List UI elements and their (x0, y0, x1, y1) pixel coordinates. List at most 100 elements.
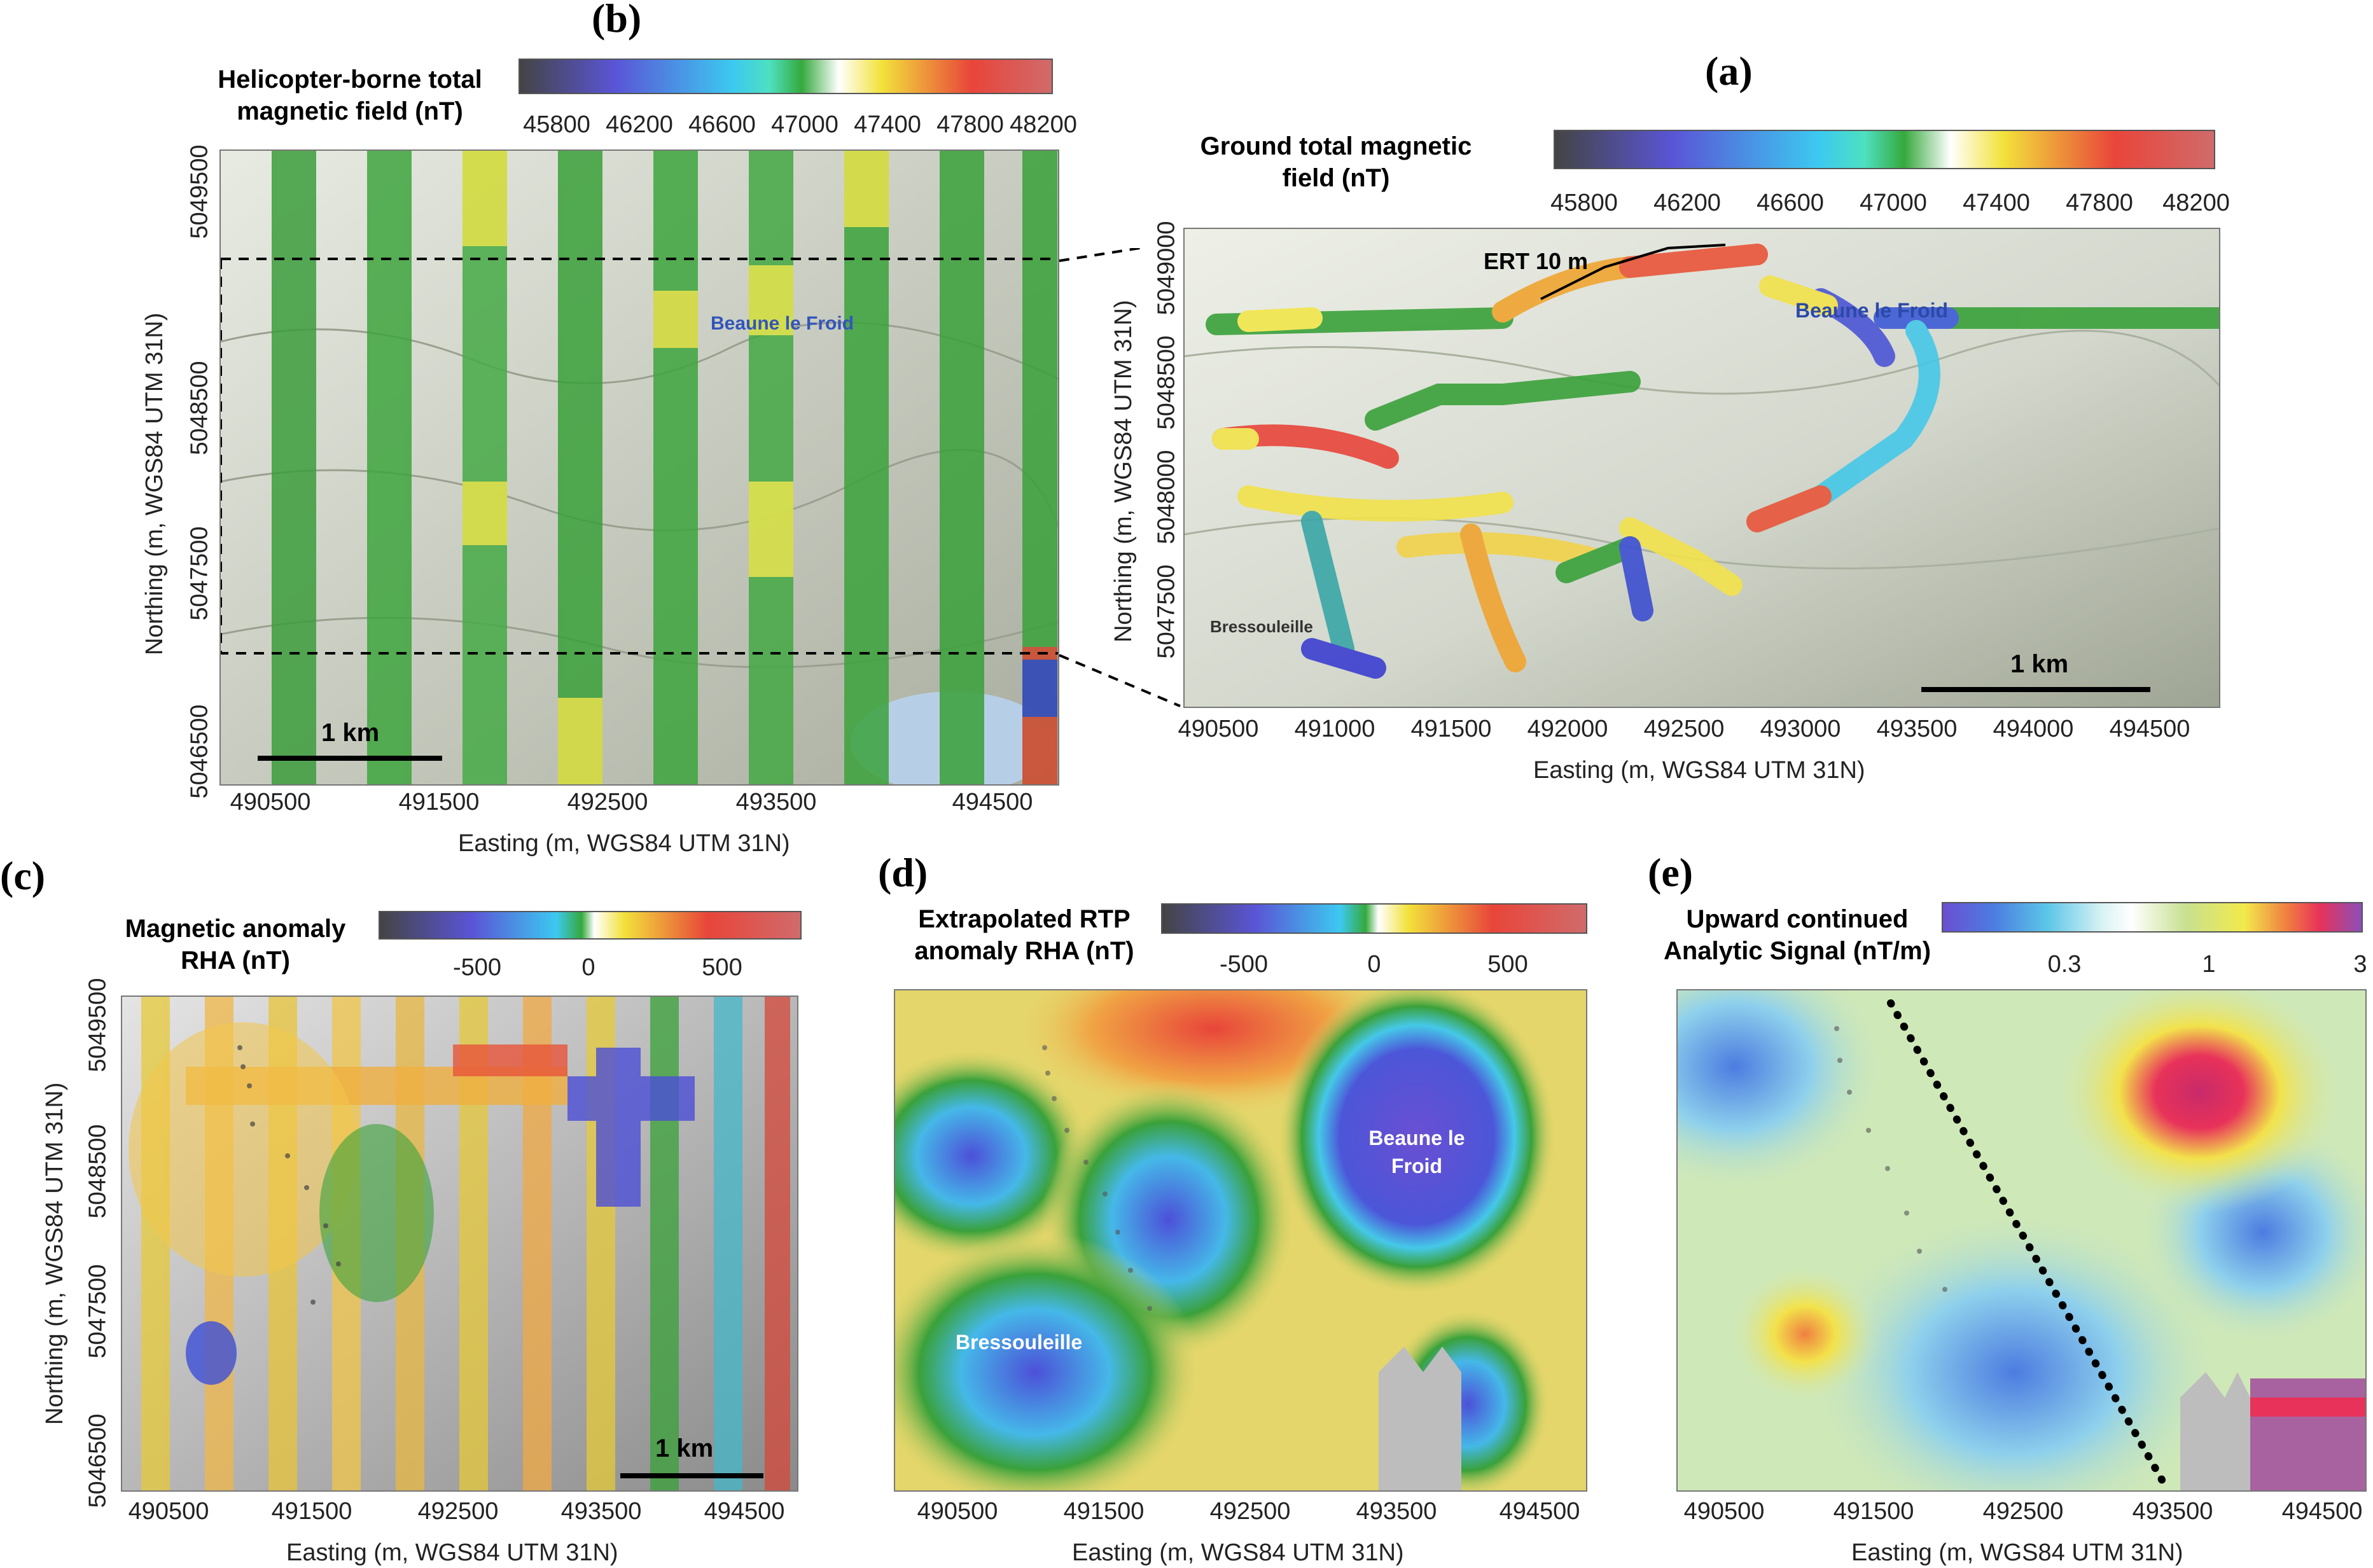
x-tick: 490500 (1178, 716, 1259, 742)
x-tick: 493500 (1356, 1498, 1437, 1525)
cb-tick: 0 (581, 954, 595, 981)
panel-c-colorbar-title: Magnetic anomaly RHA (nT) (125, 915, 346, 975)
panel-c-letter: (c) (0, 853, 46, 898)
x-tick: 490500 (128, 1498, 209, 1525)
panel-b-map-graphic (221, 151, 1058, 784)
panel-d-letter: (d) (878, 850, 928, 895)
y-tick: 5048500 (1153, 335, 1180, 430)
panel-a-xlabel: Easting (m, WGS84 UTM 31N) (1533, 757, 1865, 784)
cb-tick: 0 (1367, 951, 1381, 978)
panel-a-ylabel: Northing (m, WGS84 UTM 31N) (1110, 300, 1137, 642)
cb-tick: -500 (452, 954, 502, 981)
x-tick: 491000 (1294, 716, 1375, 742)
panel-b-xlabel: Easting (m, WGS84 UTM 31N) (458, 830, 790, 857)
cb-tick: 46600 (688, 111, 756, 138)
x-tick: 491500 (398, 789, 480, 815)
panel-c-scalebar (620, 1473, 763, 1478)
cb-tick: 1 (2202, 951, 2216, 978)
panel-e-map-graphic (1678, 990, 2365, 1490)
panel-e-colorbar-title: Upward continued Analytic Signal (nT/m) (1663, 905, 1931, 965)
x-tick: 492000 (1527, 716, 1608, 742)
cb-tick: 45800 (1550, 190, 1618, 216)
y-tick: 5048000 (1153, 450, 1180, 545)
panel-e-xlabel: Easting (m, WGS84 UTM 31N) (1851, 1539, 2183, 1566)
cb-tick: 48200 (2162, 190, 2230, 216)
y-tick: 5046500 (186, 704, 213, 799)
cb-tick: 0.3 (2047, 951, 2082, 978)
map-label-bressouleille: Bressouleille (1210, 617, 1313, 636)
x-tick: 494500 (952, 789, 1033, 815)
panel-c-ylabel: Northing (m, WGS84 UTM 31N) (41, 1082, 68, 1425)
cb-tick: 47000 (1860, 190, 1927, 216)
cb-tick: 47000 (771, 111, 839, 138)
panel-d-xlabel: Easting (m, WGS84 UTM 31N) (1072, 1539, 1404, 1566)
x-tick: 490500 (1683, 1498, 1765, 1525)
cb-tick: 48200 (1010, 111, 1077, 138)
map-label-beaune: Beaune le Froid (1368, 1127, 1465, 1177)
ground-survey-tracks (1206, 244, 2219, 679)
x-tick: 492500 (1982, 1498, 2064, 1525)
panel-c-colorbar (379, 911, 802, 940)
x-tick: 493500 (560, 1498, 642, 1525)
x-tick: 492500 (567, 789, 648, 815)
y-tick: 5049500 (186, 144, 213, 239)
cb-tick: 46200 (606, 111, 673, 138)
x-tick: 491500 (271, 1498, 352, 1525)
panel-b-map: Beaune le Froid (219, 149, 1059, 786)
map-label-beaune: Beaune le Froid (1795, 299, 1949, 322)
panel-a-scale-label: 1 km (2010, 650, 2069, 678)
x-tick: 493500 (1876, 716, 1958, 742)
panel-c-scale-label: 1 km (655, 1434, 714, 1462)
x-tick: 491500 (1833, 1498, 1914, 1525)
cb-tick: 500 (702, 954, 742, 981)
cb-tick: 3 (2353, 951, 2367, 978)
x-tick: 494000 (1993, 716, 2074, 742)
x-tick: 490500 (917, 1498, 998, 1525)
panel-d-colorbar-title: Extrapolated RTP anomaly RHA (nT) (914, 905, 1134, 965)
y-tick: 5046500 (84, 1413, 111, 1508)
y-tick: 5049000 (1153, 221, 1180, 316)
profile-line (1887, 999, 2171, 1490)
panel-a-colorbar-title: Ground total magnetic field (nT) (1200, 132, 1472, 192)
panel-e-letter: (e) (1648, 850, 1694, 895)
cb-tick: 47400 (854, 111, 921, 138)
x-tick: 492500 (1209, 1498, 1291, 1525)
panel-a-letter: (a) (1705, 48, 1753, 94)
panel-e-colorbar (1942, 902, 2363, 933)
map-label-bressouleille: Bressouleille (956, 1331, 1083, 1354)
panel-c-map-graphic (122, 997, 797, 1490)
x-tick: 491500 (1063, 1498, 1145, 1525)
x-tick: 494500 (2109, 716, 2190, 742)
x-tick: 494500 (1499, 1498, 1580, 1525)
x-tick: 490500 (230, 789, 311, 815)
map-label-beaune: Beaune le Froid (711, 313, 854, 334)
y-tick: 5047500 (1153, 564, 1180, 659)
panel-a-map-graphic (1185, 229, 2219, 707)
panel-d-map: Beaune le Froid Bressouleille (894, 989, 1587, 1492)
cb-tick: 46200 (1653, 190, 1721, 216)
panel-b-colorbar-title: Helicopter-borne total magnetic field (n… (218, 66, 482, 125)
cb-tick: 47400 (1963, 190, 2030, 216)
y-tick: 5049500 (84, 978, 111, 1072)
panel-b-ylabel: Northing (m, WGS84 UTM 31N) (141, 312, 168, 655)
y-tick: 5047500 (84, 1264, 111, 1359)
panel-a-colorbar (1554, 130, 2215, 169)
panel-d-colorbar (1161, 903, 1587, 934)
cb-tick: -500 (1219, 951, 1269, 978)
x-tick: 493500 (2132, 1498, 2213, 1525)
panel-a-map: ERT 10 m Beaune le Froid Bressouleille (1183, 228, 2220, 708)
panel-d-map-graphic (895, 990, 1586, 1490)
zoom-connector-lines (1059, 248, 1181, 707)
cb-tick: 47800 (936, 111, 1004, 138)
x-tick: 492500 (417, 1498, 499, 1525)
panel-b-scalebar (258, 756, 442, 761)
panel-b-colorbar (518, 59, 1053, 94)
cb-tick: 47800 (2066, 190, 2133, 216)
cb-tick: 46600 (1757, 190, 1824, 216)
x-tick: 494500 (704, 1498, 785, 1525)
x-tick: 493000 (1760, 716, 1841, 742)
ert-label: ERT 10 m (1484, 248, 1589, 274)
y-tick: 5048500 (186, 361, 213, 455)
panel-e-map (1676, 989, 2367, 1492)
y-tick: 5048500 (84, 1124, 111, 1219)
